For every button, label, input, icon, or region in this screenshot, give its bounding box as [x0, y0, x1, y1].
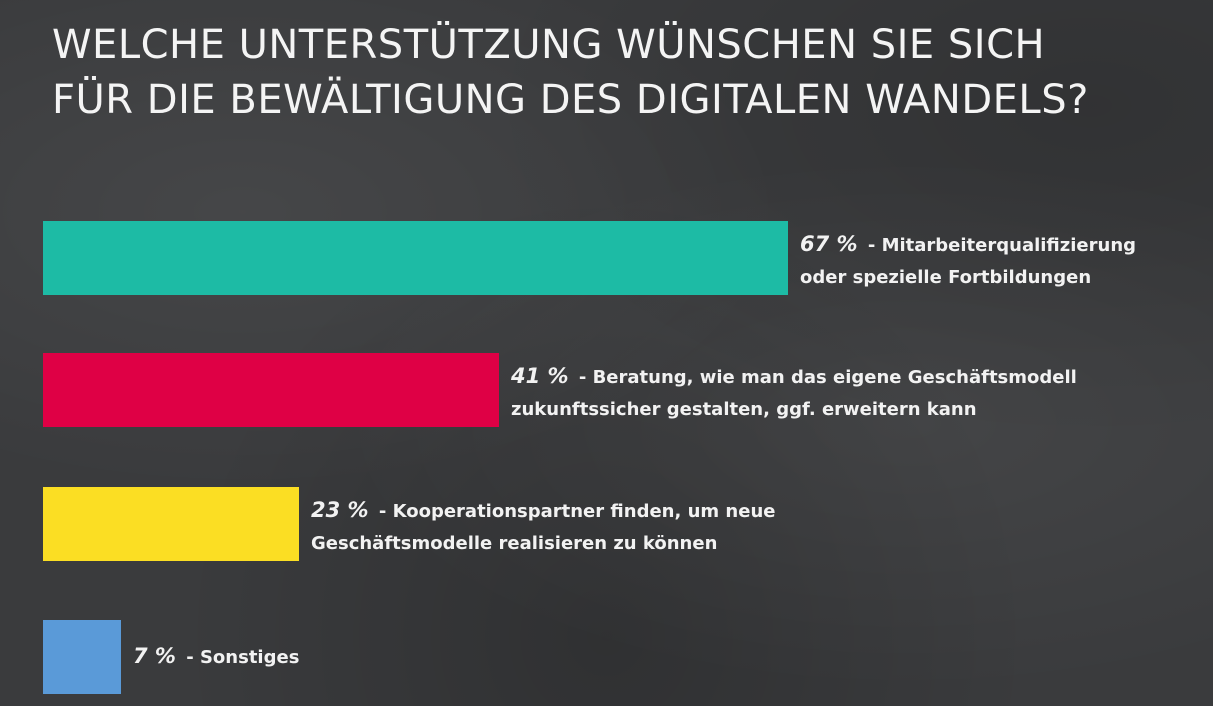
label-sonstiges: 7 % - Sonstiges: [133, 640, 299, 674]
percent-label: 23 %: [311, 498, 369, 522]
bar-sonstiges: [43, 620, 121, 694]
label-kooperationspartner: 23 % - Kooperationspartner finden, um ne…: [311, 494, 775, 560]
chart-title-line-1: WELCHE UNTERSTÜTZUNG WÜNSCHEN SIE SICH: [52, 22, 1046, 68]
bar-beratung: [43, 353, 499, 427]
label-text-line-1: - Kooperationspartner finden, um neue: [372, 501, 776, 522]
label-text-line-1: - Mitarbeiterqualifizierung: [861, 235, 1137, 256]
label-text-line-2: oder spezielle Fortbildungen: [800, 267, 1092, 288]
chart-title-line-2: FÜR DIE BEWÄLTIGUNG DES DIGITALEN WANDEL…: [52, 77, 1089, 123]
percent-label: 7 %: [133, 644, 176, 668]
label-text-line-1: - Sonstiges: [179, 647, 300, 668]
label-text-line-2: zukunftssicher gestalten, ggf. erweitern…: [511, 399, 977, 420]
percent-label: 67 %: [800, 232, 858, 256]
chart-title: WELCHE UNTERSTÜTZUNG WÜNSCHEN SIE SICH F…: [52, 18, 1202, 128]
bar-mitarbeiterqualifizierung: [43, 221, 788, 295]
percent-label: 41 %: [511, 364, 569, 388]
label-beratung: 41 % - Beratung, wie man das eigene Gesc…: [511, 360, 1077, 426]
bar-kooperationspartner: [43, 487, 299, 561]
label-text-line-2: Geschäftsmodelle realisieren zu können: [311, 533, 718, 554]
label-text-line-1: - Beratung, wie man das eigene Geschäfts…: [572, 367, 1077, 388]
label-mitarbeiterqualifizierung: 67 % - Mitarbeiterqualifizierung oder sp…: [800, 228, 1136, 294]
